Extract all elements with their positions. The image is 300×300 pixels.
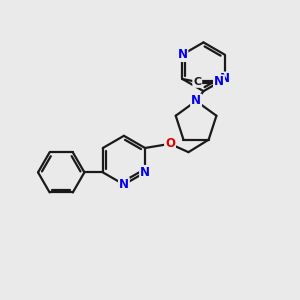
Text: N: N — [220, 73, 230, 85]
Text: O: O — [165, 137, 175, 150]
Text: N: N — [214, 75, 224, 88]
Text: C: C — [193, 77, 201, 87]
Text: N: N — [119, 178, 129, 191]
Text: N: N — [191, 94, 201, 107]
Text: N: N — [177, 48, 188, 61]
Text: N: N — [140, 166, 150, 179]
